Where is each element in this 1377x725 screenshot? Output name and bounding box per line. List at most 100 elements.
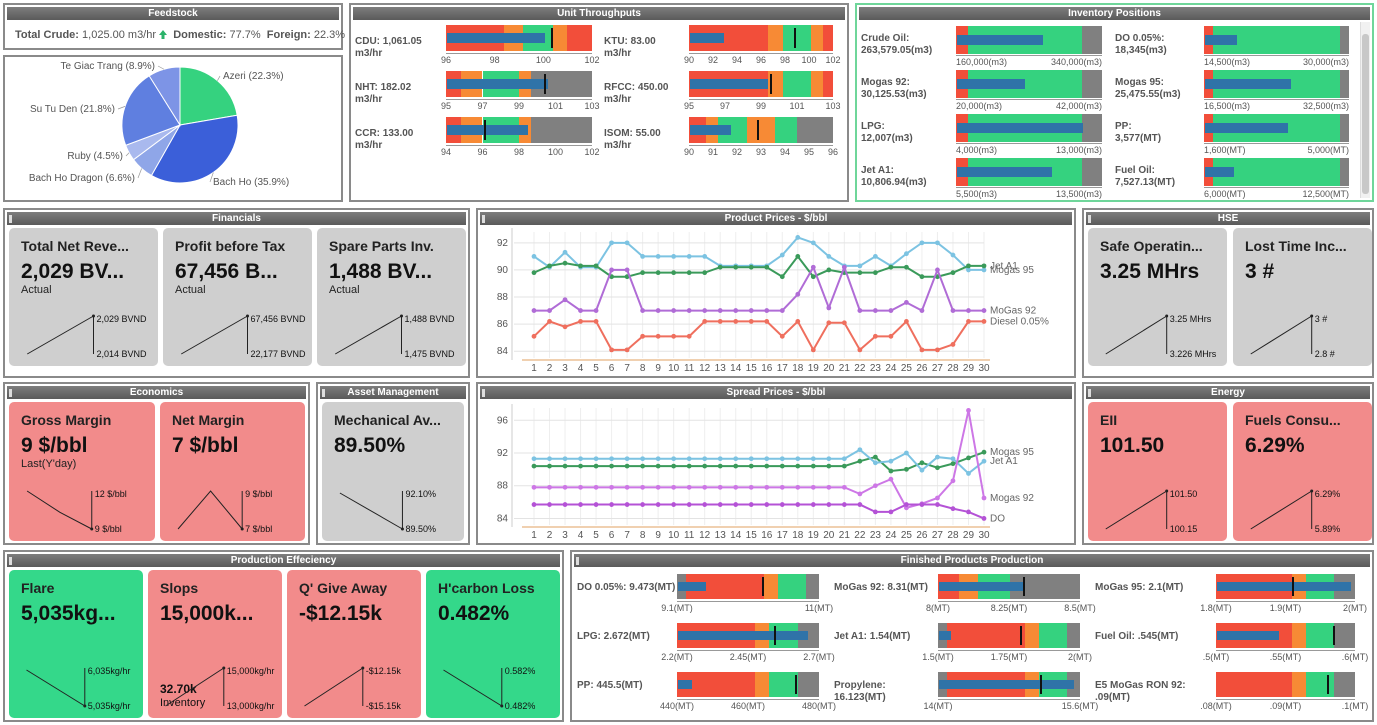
data-point[interactable] [671,253,677,259]
data-point[interactable] [655,270,661,276]
data-point[interactable] [935,465,940,471]
data-point[interactable] [841,320,847,326]
data-point[interactable] [609,267,614,273]
data-point[interactable] [950,308,956,313]
data-point[interactable] [795,235,801,240]
data-point[interactable] [562,297,568,303]
data-point[interactable] [686,333,692,339]
inventory-bullet[interactable] [956,26,1102,54]
data-point[interactable] [779,456,785,462]
throughput-bullet[interactable] [689,25,833,51]
data-point[interactable] [764,456,770,462]
data-point[interactable] [609,502,614,507]
data-point[interactable] [655,308,661,313]
data-point[interactable] [981,263,987,269]
data-point[interactable] [562,249,568,255]
data-point[interactable] [888,458,894,464]
data-point[interactable] [826,502,832,507]
data-point[interactable] [686,253,692,259]
data-point[interactable] [966,455,971,461]
data-point[interactable] [764,463,770,469]
data-point[interactable] [562,463,568,469]
data-point[interactable] [593,484,599,490]
data-point[interactable] [578,263,583,269]
data-point[interactable] [935,502,940,507]
kpi-card[interactable]: Flare 5,035kg... 6,035kg/hr 5,035kg/hr [9,570,143,718]
series-line[interactable] [534,451,985,473]
pie-slice[interactable] [121,75,181,146]
kpi-card[interactable]: Profit before Tax 67,456 B... Actual 67,456… [163,228,312,366]
data-point[interactable] [640,253,646,259]
data-point[interactable] [547,484,552,490]
kpi-card[interactable]: Safe Operatin... 3.25 MHrs 3.25 MHrs 3.226 … [1088,228,1227,366]
kpi-card[interactable]: Net Margin 7 $/bbl 9 $/bbl 7 $/bbl [160,402,305,541]
data-point[interactable] [655,463,661,469]
data-point[interactable] [686,308,692,313]
data-point[interactable] [655,456,661,462]
series-line[interactable] [534,410,985,509]
data-point[interactable] [531,463,537,469]
data-point[interactable] [609,456,614,462]
data-point[interactable] [919,347,925,353]
data-point[interactable] [826,305,832,311]
inventory-bullet[interactable] [1204,114,1349,142]
data-point[interactable] [702,456,708,462]
data-point[interactable] [609,463,614,469]
data-point[interactable] [872,483,878,489]
pie-slice[interactable] [179,66,238,126]
product-bullet[interactable] [677,574,819,599]
throughput-bullet[interactable] [689,71,833,97]
series-line[interactable] [534,448,985,475]
data-point[interactable] [966,308,971,313]
data-point[interactable] [593,463,599,469]
data-point[interactable] [702,253,708,259]
data-point[interactable] [857,447,863,453]
data-point[interactable] [578,502,583,507]
data-point[interactable] [655,333,661,339]
data-point[interactable] [857,491,863,497]
data-point[interactable] [966,471,971,476]
data-point[interactable] [981,308,987,313]
product-bullet[interactable] [938,672,1080,697]
data-point[interactable] [888,264,894,270]
data-point[interactable] [748,463,754,469]
data-point[interactable] [748,319,754,324]
data-point[interactable] [950,270,956,276]
data-point[interactable] [640,308,646,313]
data-point[interactable] [841,484,847,490]
data-point[interactable] [795,463,801,469]
data-point[interactable] [624,240,630,246]
data-point[interactable] [810,502,816,507]
data-point[interactable] [671,333,677,339]
data-point[interactable] [795,319,801,324]
data-point[interactable] [717,502,723,507]
data-point[interactable] [531,456,537,462]
data-point[interactable] [748,456,754,462]
data-point[interactable] [981,458,987,464]
data-point[interactable] [764,484,770,490]
data-point[interactable] [966,509,971,515]
series-line[interactable] [533,236,984,271]
data-point[interactable] [779,484,785,490]
data-point[interactable] [748,484,754,490]
data-point[interactable] [671,463,677,469]
data-point[interactable] [655,484,661,490]
data-point[interactable] [872,454,878,460]
data-point[interactable] [702,270,708,276]
data-point[interactable] [593,456,599,462]
data-point[interactable] [857,263,863,269]
data-point[interactable] [593,502,599,507]
inventory-bullet[interactable] [1204,26,1349,54]
data-point[interactable] [671,308,677,313]
data-point[interactable] [919,274,925,280]
data-point[interactable] [671,456,677,462]
data-point[interactable] [795,291,801,297]
data-point[interactable] [562,324,568,330]
data-point[interactable] [981,267,987,273]
data-point[interactable] [904,450,909,456]
data-point[interactable] [748,264,754,270]
data-point[interactable] [547,263,552,269]
data-point[interactable] [764,502,770,507]
kpi-card[interactable]: Gross Margin 9 $/bbl Last(Y'day) 12 $/bbl 9 … [9,402,155,541]
data-point[interactable] [826,320,832,326]
